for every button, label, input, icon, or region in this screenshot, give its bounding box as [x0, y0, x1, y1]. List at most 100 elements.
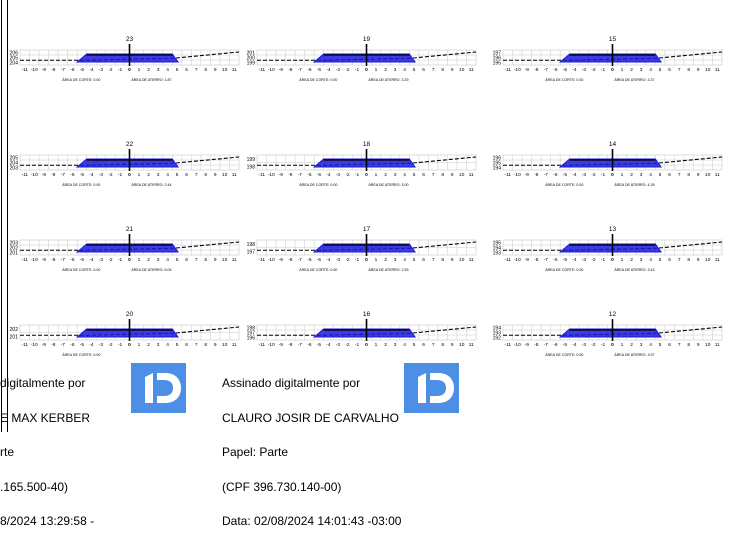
x-tick-label: 9 [214, 257, 217, 263]
x-tick-label: -3 [336, 67, 341, 73]
x-tick-label: 3 [394, 172, 397, 178]
x-tick-label: 6 [422, 67, 425, 73]
x-tick-label: 11 [469, 67, 474, 73]
x-tick-label: -6 [553, 172, 558, 178]
x-tick-label: 8 [204, 172, 207, 178]
x-tick-label: 7 [678, 257, 681, 263]
y-tick-label: 195 [493, 241, 502, 247]
road-platform [558, 158, 663, 168]
x-tick-label: 11 [232, 342, 237, 348]
x-tick-label: 11 [232, 257, 237, 263]
area-corte-label: ÁREA DE CORTE: 0.00 [545, 353, 583, 357]
area-corte-label: ÁREA DE CORTE: 0.00 [545, 183, 583, 187]
x-tick-label: 9 [214, 67, 217, 73]
x-tick-label: -3 [582, 257, 587, 263]
x-tick-label: -7 [61, 257, 66, 263]
section-station-label: 21 [126, 226, 134, 233]
area-aterro-label: ÁREA DE ATERRO: 3.97 [614, 353, 654, 357]
x-tick-label: 3 [157, 257, 160, 263]
x-tick-label: -5 [317, 67, 322, 73]
x-tick-label: 2 [630, 257, 633, 263]
x-tick-label: 9 [697, 342, 700, 348]
x-tick-label: 10 [705, 257, 711, 263]
x-tick-label: -2 [591, 67, 596, 73]
y-tick-label: 194 [493, 326, 502, 332]
x-tick-label: 10 [705, 67, 711, 73]
x-tick-label: -11 [504, 67, 511, 73]
section-station-label: 19 [363, 36, 371, 43]
road-platform [558, 243, 663, 253]
x-tick-label: 7 [678, 67, 681, 73]
x-tick-label: 10 [705, 342, 711, 348]
x-tick-label: -2 [345, 67, 350, 73]
x-tick-label: 0 [128, 342, 131, 348]
area-corte-label: ÁREA DE CORTE: 0.00 [299, 268, 337, 272]
x-tick-label: -4 [326, 342, 331, 348]
x-tick-label: 5 [176, 67, 179, 73]
x-tick-label: 7 [432, 342, 435, 348]
x-tick-label: 5 [176, 257, 179, 263]
x-tick-label: -1 [118, 342, 123, 348]
x-tick-label: 2 [384, 342, 387, 348]
x-tick-label: 1 [375, 67, 378, 73]
x-tick-label: 8 [204, 67, 207, 73]
area-corte-label: ÁREA DE CORTE: 0.00 [299, 183, 337, 187]
x-tick-label: 10 [705, 172, 711, 178]
x-tick-label: 1 [375, 172, 378, 178]
y-tick-label: 206 [10, 51, 19, 57]
x-tick-label: 6 [422, 172, 425, 178]
x-tick-label: -9 [42, 67, 47, 73]
x-tick-label: -7 [298, 67, 303, 73]
x-tick-label: -7 [544, 172, 549, 178]
x-tick-label: -2 [345, 257, 350, 263]
x-tick-label: 11 [469, 172, 474, 178]
x-tick-label: -1 [355, 172, 360, 178]
x-tick-label: 6 [422, 342, 425, 348]
y-tick-label: 193 [493, 251, 502, 257]
x-tick-label: 7 [195, 67, 198, 73]
x-tick-label: -11 [504, 257, 511, 263]
road-platform [312, 243, 417, 253]
y-tick-label: 201 [10, 251, 19, 257]
x-tick-label: -7 [298, 172, 303, 178]
x-tick-label: -5 [317, 172, 322, 178]
x-tick-label: -8 [51, 342, 56, 348]
x-tick-label: -6 [70, 172, 75, 178]
x-tick-label: 1 [138, 172, 141, 178]
x-tick-label: 2 [384, 257, 387, 263]
x-tick-label: -5 [563, 342, 568, 348]
x-tick-label: -2 [591, 257, 596, 263]
x-tick-label: -11 [21, 172, 28, 178]
x-tick-label: 1 [621, 172, 624, 178]
x-tick-label: 10 [459, 172, 465, 178]
x-tick-label: 3 [640, 67, 643, 73]
x-tick-label: -11 [21, 342, 28, 348]
x-tick-label: -10 [31, 172, 38, 178]
x-tick-label: 6 [185, 257, 188, 263]
x-tick-label: -9 [42, 342, 47, 348]
y-tick-label: 201 [247, 51, 256, 57]
x-tick-label: -2 [108, 172, 113, 178]
x-tick-label: -1 [601, 257, 606, 263]
signature-logo-2 [404, 363, 459, 413]
x-tick-label: 0 [128, 257, 131, 263]
road-platform [75, 328, 180, 338]
x-tick-label: -2 [108, 257, 113, 263]
x-tick-label: -9 [279, 342, 284, 348]
y-tick-label: 203 [10, 241, 19, 247]
x-tick-label: -3 [582, 342, 587, 348]
x-tick-label: -6 [307, 67, 312, 73]
x-tick-label: -8 [534, 342, 539, 348]
x-tick-label: 1 [138, 342, 141, 348]
x-tick-label: -1 [601, 67, 606, 73]
x-tick-label: -2 [345, 342, 350, 348]
x-tick-label: -8 [288, 172, 293, 178]
x-tick-label: 5 [176, 342, 179, 348]
x-tick-label: 6 [185, 67, 188, 73]
y-tick-label: 198 [247, 164, 256, 170]
x-tick-label: 2 [147, 257, 150, 263]
signature-line: Data: 02/08/2024 14:01:43 -03:00 [222, 514, 402, 528]
